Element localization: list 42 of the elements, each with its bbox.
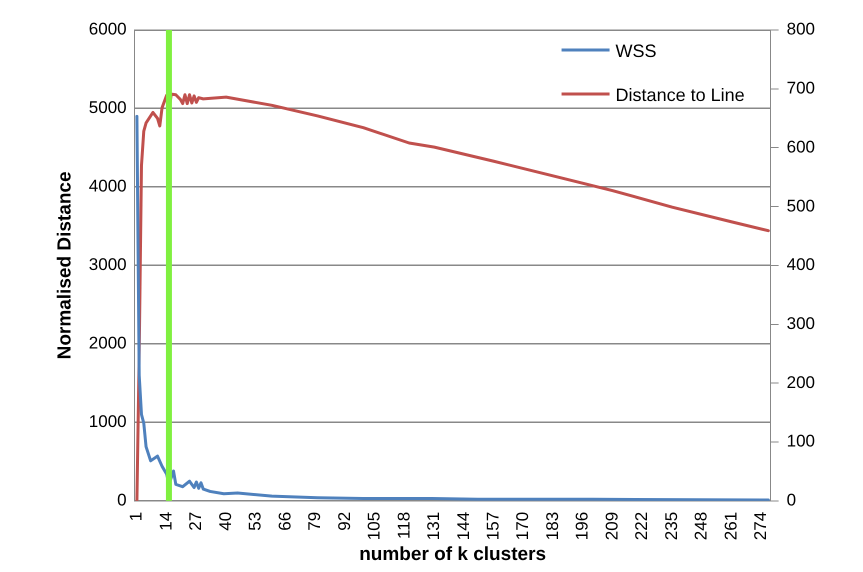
y2-tick-label: 800: [786, 20, 816, 39]
y2-tick-label: 0: [786, 490, 796, 510]
y-tick-label: 0: [117, 490, 127, 510]
x-tick-label: 170: [513, 512, 532, 540]
y2-tick-label: 200: [786, 372, 816, 392]
x-tick-label: 209: [602, 512, 622, 540]
x-axis-title: number of k clusters: [359, 544, 546, 565]
y-tick-label: 2000: [88, 334, 127, 353]
x-tick-label: 40: [216, 512, 235, 531]
y2-tick-label: 400: [786, 255, 816, 274]
y2-tick-label: 700: [786, 78, 816, 98]
y2-tick-label: 500: [786, 196, 816, 216]
x-tick-label: 196: [572, 512, 592, 540]
y-tick-label: 3000: [88, 255, 127, 274]
x-tick-label: 274: [751, 512, 770, 540]
y-tick-label: 1000: [88, 412, 127, 432]
x-tick-label: 105: [364, 512, 384, 540]
y-axis-title: Normalised Distance: [54, 171, 76, 360]
y-tick-label: 6000: [88, 20, 127, 39]
x-tick-label: 183: [542, 512, 562, 540]
x-tick-label: 79: [305, 512, 324, 531]
y2-tick-label: 600: [786, 137, 816, 156]
y-tick-label: 5000: [88, 98, 127, 118]
x-tick-label: 14: [156, 512, 176, 531]
x-tick-label: 118: [394, 512, 414, 539]
x-tick-label: 1: [126, 512, 146, 522]
y2-tick-label: 300: [786, 314, 816, 333]
x-tick-label: 222: [632, 512, 652, 540]
y-tick-label: 4000: [88, 176, 127, 196]
x-tick-label: 261: [721, 512, 740, 540]
x-tick-label: 66: [275, 512, 294, 531]
x-tick-label: 92: [334, 512, 354, 531]
x-tick-label: 144: [454, 512, 473, 540]
legend-label: WSS: [616, 40, 657, 61]
x-tick-label: 157: [483, 512, 502, 540]
x-tick-label: 131: [424, 512, 444, 540]
x-tick-label: 53: [246, 512, 265, 531]
x-tick-label: 248: [692, 512, 711, 540]
x-tick-label: 27: [186, 512, 206, 531]
y2-tick-label: 100: [786, 432, 816, 451]
legend-label: Distance to Line: [616, 84, 745, 105]
x-tick-label: 235: [662, 512, 681, 540]
